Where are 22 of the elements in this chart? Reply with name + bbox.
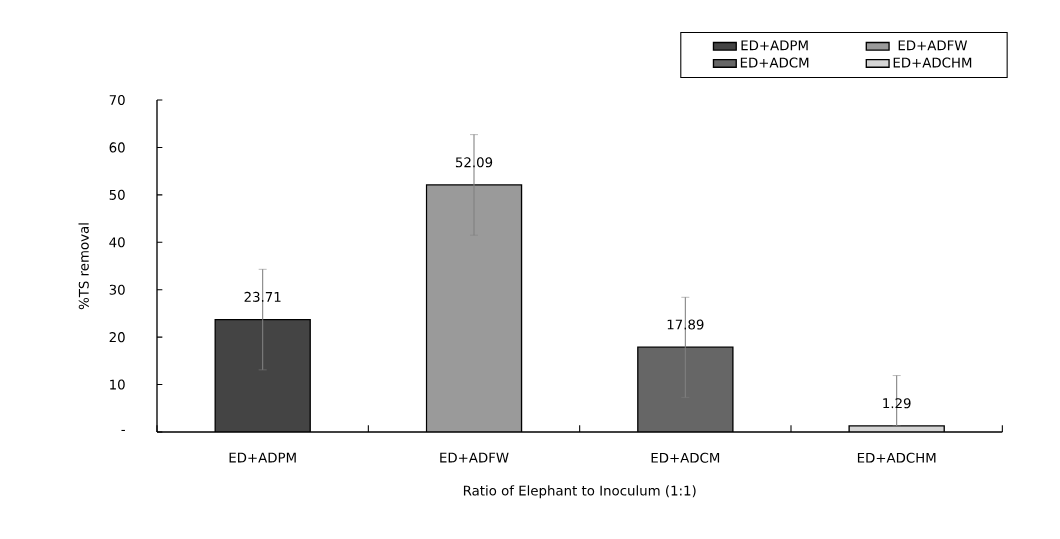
x-axis-title: Ratio of Elephant to Inoculum (1:1) bbox=[463, 485, 696, 499]
legend-label: ED+ADCHM bbox=[893, 57, 972, 68]
x-tick-label: ED+ADCM bbox=[651, 452, 720, 463]
legend-label: ED+ADPM bbox=[741, 40, 808, 51]
x-tick-label: ED+ADFW bbox=[440, 452, 509, 463]
legend-label: ED+ADFW bbox=[898, 40, 968, 51]
data-label: 23.71 bbox=[244, 291, 281, 302]
x-tick-label: ED+ADCHM bbox=[857, 452, 936, 463]
data-label: 1.29 bbox=[883, 398, 911, 409]
y-tick-label: 10 bbox=[110, 379, 125, 390]
y-tick-label: 20 bbox=[109, 332, 125, 343]
y-tick-label: 50 bbox=[109, 189, 125, 200]
x-tick-label: ED+ADPM bbox=[229, 452, 296, 463]
y-axis-title: %TS removal bbox=[78, 223, 89, 310]
y-tick-label: 40 bbox=[109, 237, 125, 248]
y-tick-label: 60 bbox=[109, 142, 125, 153]
y-tick-label: 70 bbox=[109, 94, 125, 106]
data-label: 52.09 bbox=[455, 157, 493, 168]
legend-label: ED+ADCM bbox=[740, 57, 809, 68]
y-tick-label: - bbox=[121, 429, 125, 431]
data-label: 17.89 bbox=[667, 319, 704, 330]
y-tick-label: 30 bbox=[109, 284, 125, 295]
